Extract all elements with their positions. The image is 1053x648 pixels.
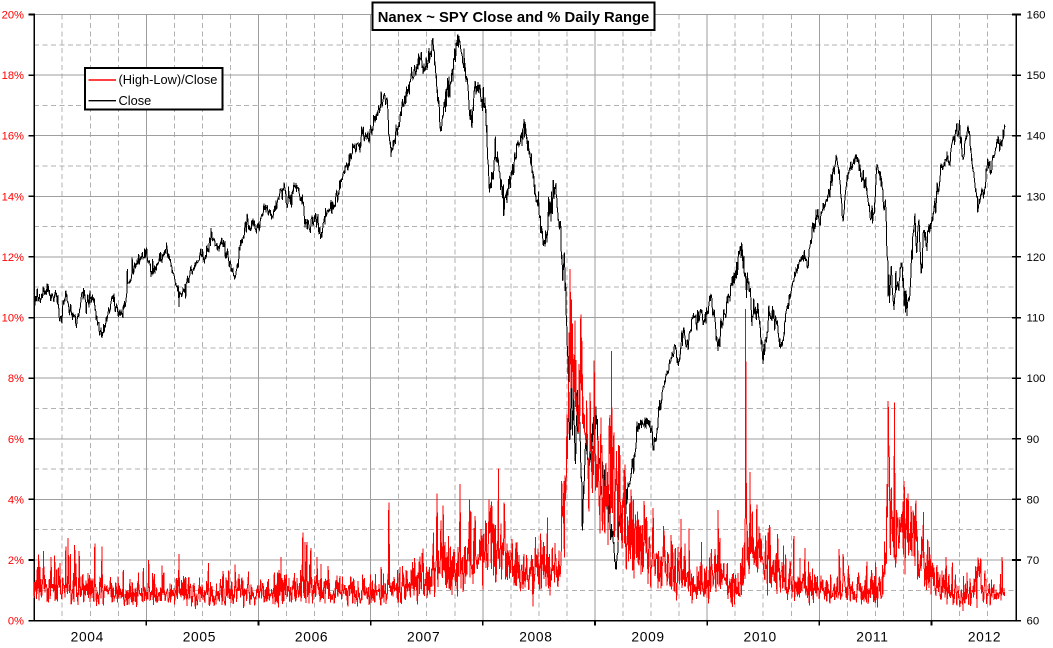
svg-text:20%: 20%	[2, 10, 24, 22]
svg-text:0%: 0%	[8, 616, 24, 628]
svg-text:2011: 2011	[856, 630, 888, 645]
svg-text:160: 160	[1027, 10, 1046, 22]
svg-text:2004: 2004	[71, 630, 104, 645]
svg-text:2008: 2008	[519, 630, 552, 645]
svg-text:16%: 16%	[2, 131, 24, 143]
svg-text:120: 120	[1027, 252, 1046, 264]
svg-text:14%: 14%	[2, 191, 24, 203]
svg-text:2006: 2006	[295, 630, 328, 645]
svg-text:(High-Low)/Close: (High-Low)/Close	[119, 72, 218, 87]
svg-text:110: 110	[1027, 313, 1045, 325]
svg-text:60: 60	[1027, 616, 1040, 628]
svg-text:6%: 6%	[8, 434, 24, 446]
svg-text:12%: 12%	[2, 252, 24, 264]
svg-text:70: 70	[1027, 555, 1040, 567]
svg-text:80: 80	[1027, 494, 1040, 506]
svg-text:100: 100	[1027, 373, 1046, 385]
svg-text:Close: Close	[119, 93, 152, 108]
svg-text:8%: 8%	[8, 373, 24, 385]
svg-text:2009: 2009	[631, 630, 664, 645]
svg-text:2007: 2007	[407, 630, 440, 645]
svg-text:90: 90	[1027, 434, 1040, 446]
svg-text:2010: 2010	[744, 630, 777, 645]
svg-text:Nanex ~ SPY Close and % Daily: Nanex ~ SPY Close and % Daily Range	[378, 10, 650, 26]
svg-text:130: 130	[1027, 191, 1046, 203]
svg-text:18%: 18%	[2, 70, 24, 82]
svg-text:2005: 2005	[183, 630, 216, 645]
svg-text:4%: 4%	[8, 494, 24, 506]
svg-text:150: 150	[1027, 70, 1046, 82]
svg-text:10%: 10%	[2, 313, 24, 325]
svg-text:2012: 2012	[968, 630, 1001, 645]
svg-text:2%: 2%	[8, 555, 24, 567]
svg-text:140: 140	[1027, 131, 1046, 143]
